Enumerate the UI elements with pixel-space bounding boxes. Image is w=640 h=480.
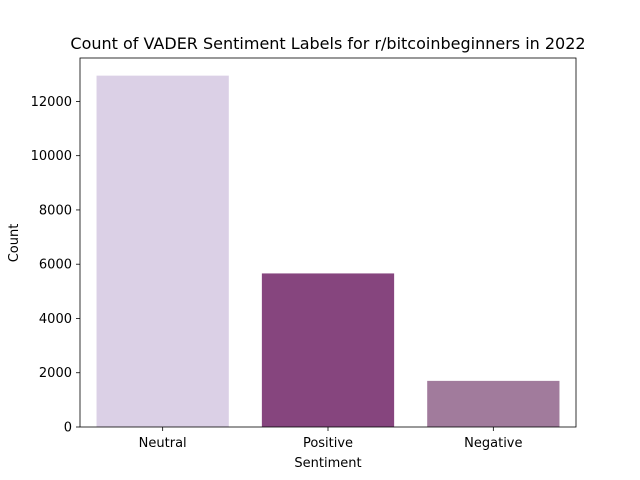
chart-title: Count of VADER Sentiment Labels for r/bi…: [70, 34, 585, 53]
bar-positive: [261, 273, 395, 427]
y-tick-label: 4000: [39, 312, 72, 327]
x-tick-label: Neutral: [139, 436, 187, 451]
y-tick-label: 2000: [39, 366, 72, 381]
y-tick-label: 6000: [39, 258, 72, 273]
x-axis-label: Sentiment: [294, 456, 361, 471]
y-tick-label: 10000: [31, 149, 72, 164]
x-tick-label: Negative: [464, 436, 522, 451]
y-axis-label: Count: [7, 224, 22, 263]
x-tick-label: Positive: [303, 436, 353, 451]
bar-negative: [427, 380, 560, 427]
y-tick-label: 8000: [39, 203, 72, 218]
y-tick-label: 0: [64, 421, 72, 436]
y-tick-label: 12000: [31, 95, 72, 110]
bar-neutral: [96, 75, 229, 427]
plot-area: Neutral Positive Negative 0 2000 4000 6000 8000…: [31, 57, 577, 451]
axes-frame: [79, 57, 577, 428]
